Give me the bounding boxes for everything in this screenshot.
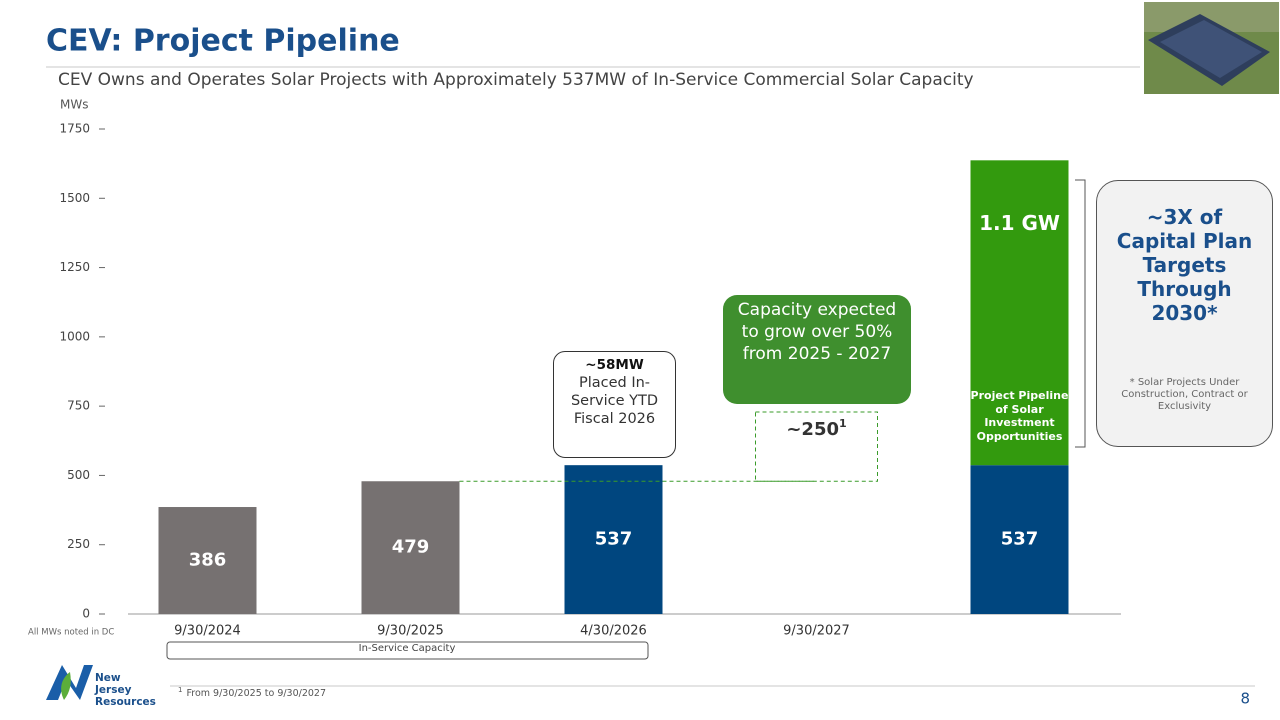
x-tick-label: 9/30/2027 bbox=[783, 624, 850, 639]
growth-box bbox=[755, 411, 878, 482]
y-tick-label: 1500 bbox=[59, 191, 90, 205]
y-tick-label: 250 bbox=[67, 537, 90, 551]
value-label: 386 bbox=[189, 550, 227, 571]
footnote-mark: 1 bbox=[178, 686, 182, 694]
placed-text: Placed In-Service YTD Fiscal 2026 bbox=[570, 375, 659, 427]
placed-callout: ~58MW Placed In-Service YTD Fiscal 2026 bbox=[553, 351, 676, 458]
group-bracket bbox=[166, 641, 649, 660]
subtitle: CEV Owns and Operates Solar Projects wit… bbox=[58, 70, 974, 90]
target-headline: ~3X of Capital Plan Targets Through 2030… bbox=[1116, 205, 1253, 325]
target-callout: ~3X of Capital Plan Targets Through 2030… bbox=[1096, 180, 1273, 447]
title: CEV: Project Pipeline bbox=[46, 24, 400, 59]
logo-text: New Jersey Resources bbox=[95, 672, 156, 708]
x-tick-label: 9/30/2024 bbox=[174, 624, 241, 639]
placed-headline: ~58MW bbox=[585, 357, 644, 373]
growth-mark: 1 bbox=[839, 417, 847, 430]
bar bbox=[158, 507, 257, 614]
y-tick-label: 750 bbox=[67, 399, 90, 413]
bar bbox=[361, 481, 460, 614]
y-tick-label: 1250 bbox=[59, 260, 90, 274]
growth-label: ~2501 bbox=[786, 417, 846, 440]
target-note: * Solar Projects Under Construction, Con… bbox=[1121, 377, 1248, 412]
note: All MWs noted in DC bbox=[28, 628, 114, 638]
value-label: 537 bbox=[1001, 529, 1039, 550]
footnote-text: From 9/30/2025 to 9/30/2027 bbox=[186, 688, 326, 699]
y-axis-label: MWs bbox=[60, 98, 88, 112]
footnote: 1 From 9/30/2025 to 9/30/2027 bbox=[178, 686, 326, 699]
growth-callout: Capacity expected to grow over 50% from … bbox=[723, 295, 911, 404]
y-tick-label: 0 bbox=[82, 607, 90, 621]
bar bbox=[970, 465, 1069, 614]
segment-label: Project Pipeline of Solar Investment Opp… bbox=[970, 389, 1069, 443]
pipeline-bracket bbox=[1075, 179, 1086, 448]
bar bbox=[970, 160, 1069, 466]
photo-panels bbox=[1160, 20, 1262, 78]
y-tick-label: 1000 bbox=[59, 329, 90, 343]
x-tick-label: 9/30/2025 bbox=[377, 624, 444, 639]
y-tick-label: 1750 bbox=[59, 122, 90, 136]
value-label: 1.1 GW bbox=[979, 211, 1060, 235]
growth-value: ~250 bbox=[786, 419, 839, 440]
bar bbox=[564, 465, 663, 614]
x-tick-label: 4/30/2026 bbox=[580, 624, 647, 639]
value-label: 479 bbox=[392, 537, 430, 558]
y-tick-label: 500 bbox=[67, 468, 90, 482]
logo-leaf bbox=[61, 672, 71, 700]
page-number: 8 bbox=[1240, 690, 1250, 708]
group-label: In-Service Capacity bbox=[359, 643, 456, 654]
value-label: 537 bbox=[595, 529, 633, 550]
